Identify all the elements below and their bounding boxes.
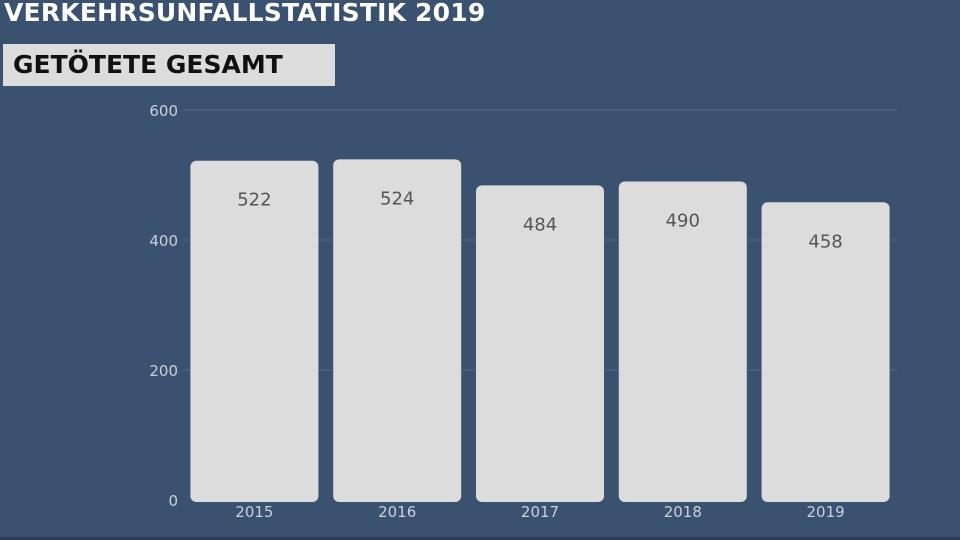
data-label: 490 [666,211,700,232]
x-tick-label: 2019 [807,503,845,521]
subtitle-box: GETÖTETE GESAMT [3,44,335,86]
x-tick-label: 2015 [235,503,273,521]
bottom-band [0,537,960,540]
label-layer: 0 200 400 600 522 2015 524 2016 484 2017 490 2018 45… [149,102,844,521]
chart-title: VERKEHRSUNFALLSTATISTIK 2019 [4,0,486,27]
data-label: 484 [523,214,557,235]
y-tick-label: 600 [149,102,178,120]
y-tick-label: 0 [168,492,178,510]
bar [476,185,604,502]
data-label: 524 [380,188,414,209]
y-tick-label: 400 [149,232,178,250]
x-tick-label: 2017 [521,503,559,521]
bar [761,202,890,503]
bar [618,181,747,502]
bar [190,160,319,502]
data-label: 522 [237,190,271,211]
x-tick-label: 2018 [664,503,702,521]
y-tick-label: 200 [149,362,178,380]
data-label: 458 [808,231,842,252]
bar-layer [190,159,890,503]
chart-subtitle: GETÖTETE GESAMT [13,50,283,79]
bar [333,159,462,502]
x-tick-label: 2016 [378,503,416,521]
